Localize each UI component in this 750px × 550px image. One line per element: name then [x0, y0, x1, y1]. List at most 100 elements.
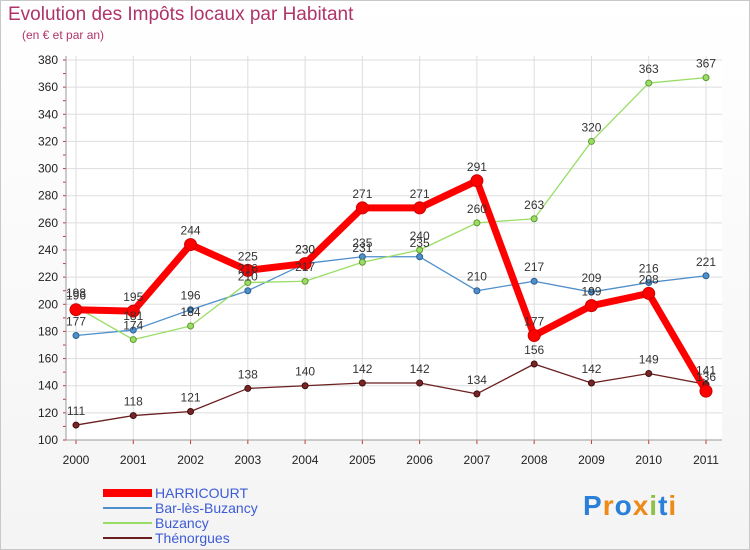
data-label-bar-les-buzancy: 221 — [696, 255, 716, 269]
data-point-buzancy — [587, 137, 595, 145]
data-point-buzancy — [530, 215, 538, 223]
data-point-bar-les-buzancy — [72, 332, 80, 339]
x-tick-label: 2006 — [406, 453, 433, 467]
data-point-thenorgues — [473, 390, 481, 398]
data-label-bar-les-buzancy: 235 — [410, 236, 430, 250]
data-point-thenorgues — [187, 408, 195, 415]
y-tick-label: 180 — [38, 324, 58, 338]
data-point-harricourt — [642, 286, 656, 300]
logo-letter: t — [658, 490, 669, 521]
data-label-bar-les-buzancy: 196 — [181, 289, 201, 303]
data-point-harricourt — [69, 303, 83, 317]
data-point-bar-les-buzancy — [187, 306, 195, 314]
y-tick-label: 140 — [38, 379, 58, 393]
y-tick-label: 100 — [38, 433, 58, 447]
data-label-bar-les-buzancy: 210 — [238, 270, 258, 284]
x-tick-label: 2002 — [177, 453, 204, 467]
y-tick-label: 260 — [38, 216, 58, 230]
legend-label-buzancy: Buzancy — [155, 515, 209, 531]
data-point-harricourt — [584, 299, 598, 313]
data-point-harricourt — [184, 238, 198, 252]
data-point-bar-les-buzancy — [129, 326, 137, 334]
data-label-buzancy: 240 — [410, 229, 430, 243]
data-label-thenorgues: 118 — [124, 395, 143, 409]
x-tick-label: 2003 — [234, 453, 261, 467]
data-label-buzancy: 184 — [181, 305, 201, 319]
data-point-harricourt — [355, 201, 369, 215]
data-label-thenorgues: 156 — [524, 343, 544, 357]
data-label-harricourt: 177 — [524, 315, 544, 329]
y-tick-label: 320 — [38, 134, 58, 148]
data-point-harricourt — [699, 384, 713, 398]
data-point-bar-les-buzancy — [530, 277, 538, 285]
data-label-harricourt: 136 — [696, 370, 716, 384]
x-tick-label: 2010 — [635, 453, 662, 467]
data-label-thenorgues: 142 — [410, 362, 430, 376]
data-point-harricourt — [413, 201, 427, 215]
data-point-bar-les-buzancy — [416, 253, 424, 261]
y-tick-label: 380 — [38, 53, 58, 67]
data-point-bar-les-buzancy — [645, 279, 653, 287]
data-label-buzancy: 263 — [524, 198, 544, 212]
data-point-bar-les-buzancy — [587, 288, 595, 296]
data-label-thenorgues: 111 — [67, 404, 86, 418]
data-point-bar-les-buzancy — [244, 287, 252, 295]
data-point-harricourt — [298, 257, 312, 271]
y-tick-label: 240 — [38, 243, 58, 257]
data-label-thenorgues: 142 — [581, 362, 601, 376]
series-line-thenorgues — [75, 363, 707, 426]
data-point-thenorgues — [301, 382, 309, 390]
legend-label-thenorgues: Thénorgues — [155, 530, 230, 546]
x-tick-label: 2011 — [693, 453, 719, 467]
chart-subtitle: (en € et par an) — [22, 28, 105, 42]
data-point-harricourt — [470, 174, 484, 188]
data-point-buzancy — [187, 322, 195, 330]
data-label-harricourt: 230 — [295, 243, 315, 257]
series-line-harricourt — [72, 177, 710, 395]
data-label-harricourt: 271 — [410, 187, 430, 201]
data-label-bar-les-buzancy: 230 — [295, 243, 315, 257]
y-tick-label: 300 — [38, 162, 58, 176]
logo-letter: r — [602, 490, 615, 521]
data-label-bar-les-buzancy: 209 — [581, 271, 601, 285]
data-point-thenorgues — [244, 384, 252, 392]
data-label-bar-les-buzancy: 217 — [524, 260, 544, 274]
data-label-harricourt: 291 — [467, 160, 487, 174]
x-tick-label: 2004 — [292, 453, 319, 467]
data-label-harricourt: 225 — [238, 249, 258, 263]
data-label-buzancy: 320 — [581, 120, 601, 134]
y-tick-label: 360 — [38, 80, 58, 94]
data-point-harricourt — [241, 263, 255, 277]
data-label-thenorgues: 138 — [238, 367, 258, 381]
data-label-thenorgues: 121 — [181, 391, 201, 405]
data-point-buzancy — [301, 277, 309, 285]
series-line-buzancy — [75, 76, 707, 341]
data-label-harricourt: 195 — [123, 290, 143, 304]
y-tick-label: 340 — [38, 107, 58, 121]
logo-letter: P — [583, 490, 603, 521]
data-point-buzancy — [244, 279, 252, 287]
data-label-buzancy: 174 — [123, 319, 143, 333]
data-point-thenorgues — [72, 421, 80, 429]
logo-letter: i — [668, 490, 678, 521]
data-point-buzancy — [416, 246, 424, 254]
data-point-thenorgues — [587, 379, 595, 387]
x-tick-label: 2009 — [578, 453, 605, 467]
data-point-thenorgues — [530, 360, 538, 368]
data-point-buzancy — [702, 74, 710, 82]
data-label-harricourt: 199 — [581, 285, 601, 299]
data-label-buzancy: 231 — [352, 241, 372, 255]
data-point-thenorgues — [358, 379, 366, 387]
data-label-buzancy: 217 — [295, 260, 315, 274]
data-label-thenorgues: 149 — [639, 353, 659, 367]
x-tick-label: 2001 — [120, 453, 147, 467]
data-label-bar-les-buzancy: 177 — [66, 315, 86, 329]
logo-letter: o — [614, 490, 633, 521]
data-label-harricourt: 271 — [352, 187, 372, 201]
x-tick-label: 2008 — [521, 453, 548, 467]
y-tick-label: 280 — [38, 189, 58, 203]
data-point-harricourt — [527, 329, 541, 342]
data-label-harricourt: 196 — [66, 289, 86, 303]
legend-label-harricourt: HARRICOURT — [155, 485, 249, 501]
y-tick-label: 160 — [38, 352, 58, 366]
